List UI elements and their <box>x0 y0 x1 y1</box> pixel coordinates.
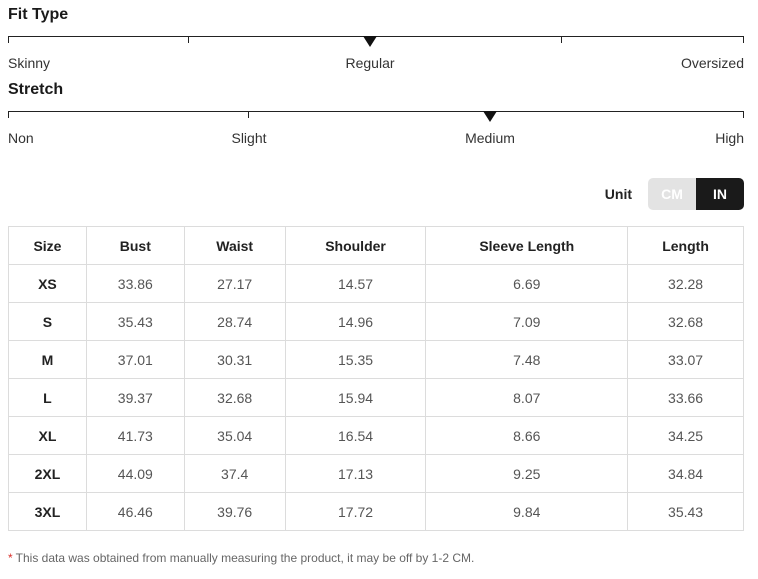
length-cell: 33.07 <box>627 340 744 379</box>
stretch-title: Stretch <box>8 81 64 98</box>
bust-cell: 35.43 <box>85 302 185 341</box>
fit-type-tick <box>188 36 189 43</box>
table-row: L 39.37 32.68 15.94 8.07 33.66 <box>8 378 744 417</box>
stretch-label-slight: Slight <box>231 130 267 146</box>
size-cell: L <box>8 378 87 417</box>
stretch-selected-marker <box>483 111 497 122</box>
fit-type-scale <box>8 36 744 47</box>
sleeve-length-cell: 6.69 <box>425 264 629 303</box>
shoulder-cell: 17.13 <box>284 454 427 493</box>
bust-cell: 41.73 <box>85 416 185 455</box>
size-cell: XS <box>8 264 87 303</box>
size-cell: 2XL <box>8 454 87 493</box>
waist-cell: 30.31 <box>183 340 286 379</box>
unit-selector: Unit CM IN <box>605 178 744 210</box>
fit-type-tick <box>743 36 744 43</box>
stretch-label-high: High <box>715 130 744 146</box>
footnote-asterisk: * <box>8 551 13 565</box>
unit-label: Unit <box>604 186 632 202</box>
header-sleeve-length: Sleeve Length <box>425 226 629 265</box>
bust-cell: 39.37 <box>85 378 185 417</box>
sleeve-length-cell: 9.84 <box>425 492 629 531</box>
header-bust: Bust <box>85 226 185 265</box>
waist-cell: 32.68 <box>183 378 286 417</box>
table-row: S 35.43 28.74 14.96 7.09 32.68 <box>8 302 744 341</box>
bust-cell: 44.09 <box>85 454 185 493</box>
stretch-scale <box>8 111 744 122</box>
waist-cell: 27.17 <box>183 264 286 303</box>
stretch-tick <box>248 111 249 118</box>
fit-type-label-skinny: Skinny <box>8 55 51 71</box>
size-cell: S <box>8 302 87 341</box>
size-chart-table: Size Bust Waist Shoulder Sleeve Length L… <box>8 226 744 531</box>
table-header-row: Size Bust Waist Shoulder Sleeve Length L… <box>8 226 744 265</box>
length-cell: 32.28 <box>627 264 744 303</box>
fit-type-title: Fit Type <box>8 6 69 23</box>
shoulder-cell: 16.54 <box>284 416 427 455</box>
unit-toggle: CM IN <box>648 178 744 210</box>
sleeve-length-cell: 7.09 <box>425 302 629 341</box>
shoulder-cell: 15.35 <box>284 340 427 379</box>
table-row: XL 41.73 35.04 16.54 8.66 34.25 <box>8 416 744 455</box>
length-cell: 33.66 <box>627 378 744 417</box>
waist-cell: 37.4 <box>183 454 286 493</box>
shoulder-cell: 17.72 <box>284 492 427 531</box>
length-cell: 32.68 <box>627 302 744 341</box>
table-row: 3XL 46.46 39.76 17.72 9.84 35.43 <box>8 492 744 531</box>
sleeve-length-cell: 7.48 <box>425 340 629 379</box>
footnote-text: This data was obtained from manually mea… <box>15 551 475 565</box>
fit-type-tick <box>8 36 9 43</box>
fit-type-label-oversized: Oversized <box>680 55 744 71</box>
stretch-scale-line <box>8 111 744 112</box>
fit-type-label-regular: Regular <box>345 55 395 71</box>
stretch-label-medium: Medium <box>465 130 515 146</box>
waist-cell: 39.76 <box>183 492 286 531</box>
table-row: XS 33.86 27.17 14.57 6.69 32.28 <box>8 264 744 303</box>
sleeve-length-cell: 8.66 <box>425 416 629 455</box>
shoulder-cell: 14.96 <box>284 302 427 341</box>
fit-type-selected-marker <box>363 36 377 47</box>
bust-cell: 37.01 <box>85 340 185 379</box>
measurement-footnote: * This data was obtained from manually me… <box>8 551 474 565</box>
header-length: Length <box>627 226 744 265</box>
waist-cell: 28.74 <box>183 302 286 341</box>
fit-type-tick <box>561 36 562 43</box>
length-cell: 35.43 <box>627 492 744 531</box>
stretch-tick <box>743 111 744 118</box>
shoulder-cell: 14.57 <box>284 264 427 303</box>
size-cell: XL <box>8 416 87 455</box>
stretch-label-non: Non <box>8 130 34 146</box>
shoulder-cell: 15.94 <box>284 378 427 417</box>
header-size: Size <box>8 226 87 265</box>
table-row: M 37.01 30.31 15.35 7.48 33.07 <box>8 340 744 379</box>
waist-cell: 35.04 <box>183 416 286 455</box>
header-waist: Waist <box>183 226 286 265</box>
unit-cm-button[interactable]: CM <box>648 178 696 210</box>
length-cell: 34.84 <box>627 454 744 493</box>
unit-in-button[interactable]: IN <box>696 178 744 210</box>
stretch-tick <box>8 111 9 118</box>
size-cell: 3XL <box>8 492 87 531</box>
bust-cell: 46.46 <box>85 492 185 531</box>
header-shoulder: Shoulder <box>284 226 427 265</box>
sleeve-length-cell: 9.25 <box>425 454 629 493</box>
sleeve-length-cell: 8.07 <box>425 378 629 417</box>
length-cell: 34.25 <box>627 416 744 455</box>
size-cell: M <box>8 340 87 379</box>
table-row: 2XL 44.09 37.4 17.13 9.25 34.84 <box>8 454 744 493</box>
bust-cell: 33.86 <box>85 264 185 303</box>
